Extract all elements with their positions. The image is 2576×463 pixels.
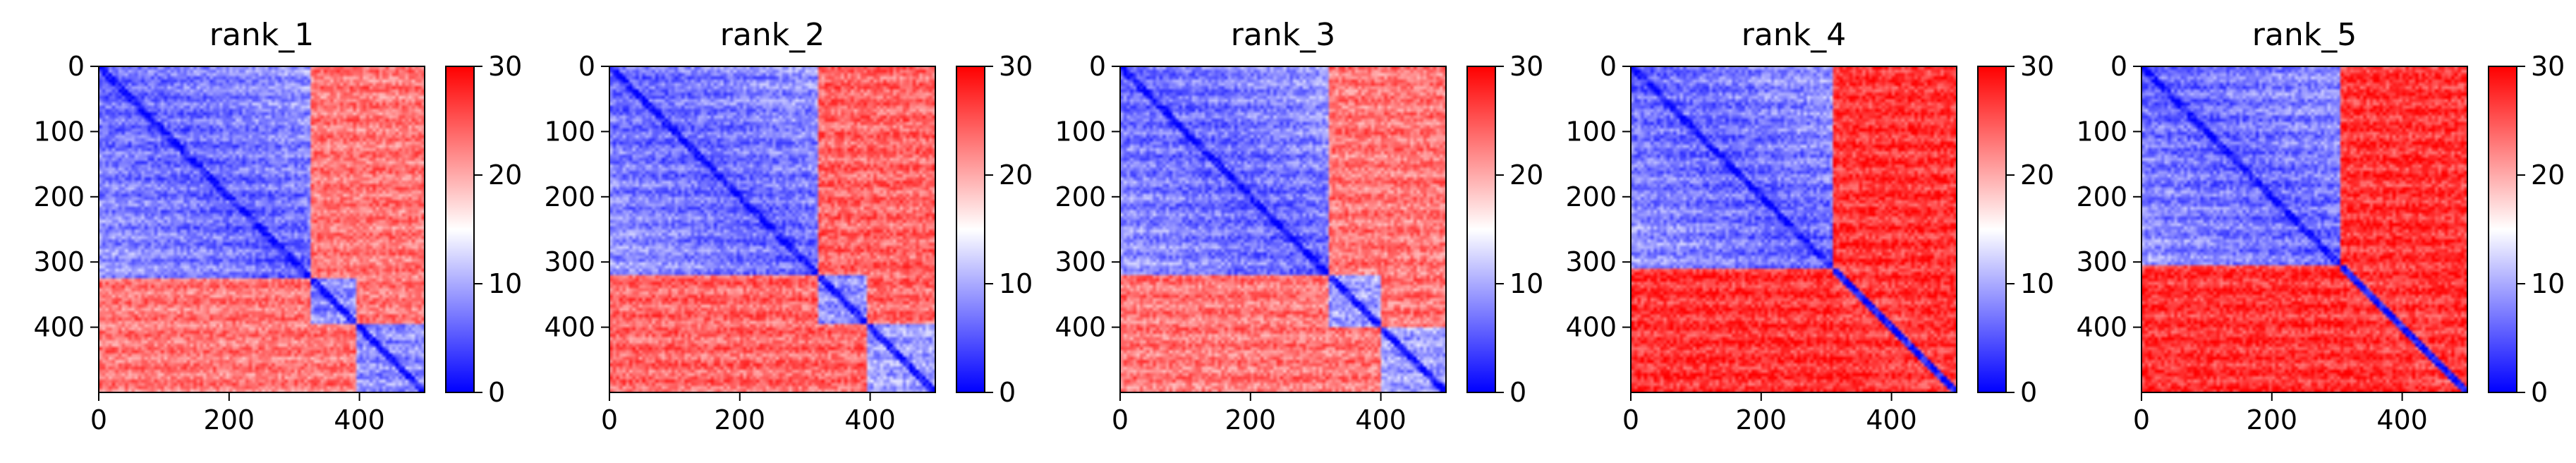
y-tick-label: 400 xyxy=(1055,312,1106,343)
x-tick-label: 400 xyxy=(334,404,385,435)
colorbar-tick-label: 10 xyxy=(2020,268,2054,299)
y-tick-label: 200 xyxy=(1055,181,1106,212)
colorbar-tick-label: 0 xyxy=(2531,377,2548,408)
colorbar-tick-label: 30 xyxy=(1509,51,1543,82)
x-tick-label: 0 xyxy=(90,404,107,435)
y-tick-label: 200 xyxy=(1565,181,1617,212)
axes-frame xyxy=(609,66,936,393)
y-tick-label: 400 xyxy=(544,312,595,343)
x-tick-label: 200 xyxy=(715,404,766,435)
x-tick-label: 200 xyxy=(204,404,255,435)
colorbar-tick-label: 20 xyxy=(2531,160,2565,191)
axes-frame xyxy=(1119,66,1447,393)
x-tick-label: 200 xyxy=(1736,404,1787,435)
panel-title: rank_4 xyxy=(1742,17,1846,53)
panel-5: rank_5 0 100 200 300 400 0 200 400 0 10 20 30 xyxy=(2076,17,2565,435)
colorbar-tick-label: 20 xyxy=(488,160,522,191)
colorbar-tick-label: 0 xyxy=(488,377,505,408)
x-tick-label: 400 xyxy=(844,404,896,435)
panel-title: rank_3 xyxy=(1231,17,1335,53)
colorbar-tick-label: 0 xyxy=(999,377,1016,408)
colorbar xyxy=(1466,66,1496,393)
x-tick-label: 200 xyxy=(2247,404,2298,435)
y-tick-label: 0 xyxy=(68,51,85,82)
panel-2: rank_2 0 100 200 300 400 0 200 400 0 10 20 30 xyxy=(544,17,1033,435)
x-tick-label: 400 xyxy=(2376,404,2428,435)
heatmap-image xyxy=(99,66,425,392)
panel-1: rank_1 0 100 200 300 400 0 200 400 0 10 20 30 xyxy=(33,17,522,435)
panel-3: rank_3 0 100 200 300 400 0 200 400 0 10 20 30 xyxy=(1055,17,1543,435)
y-tick-label: 100 xyxy=(544,116,595,147)
heatmap-image xyxy=(2141,66,2467,392)
panel-title: rank_2 xyxy=(720,17,825,53)
y-tick-label: 100 xyxy=(33,116,85,147)
y-tick-label: 0 xyxy=(578,51,595,82)
y-tick-label: 400 xyxy=(1565,312,1617,343)
y-tick-label: 200 xyxy=(544,181,595,212)
panel-4: rank_4 0 100 200 300 400 0 200 400 0 10 20 30 xyxy=(1565,17,2054,435)
panel-title: rank_1 xyxy=(209,17,314,53)
colorbar-tick-label: 10 xyxy=(1509,268,1543,299)
colorbar-tick-label: 30 xyxy=(999,51,1033,82)
axes-frame xyxy=(2141,66,2468,393)
colorbar xyxy=(445,66,475,393)
y-tick-label: 300 xyxy=(2076,246,2127,277)
x-tick-label: 0 xyxy=(601,404,618,435)
colorbar-tick-label: 10 xyxy=(488,268,522,299)
axes-frame xyxy=(1630,66,1957,393)
heatmap-image xyxy=(1631,66,1957,392)
panel-title: rank_5 xyxy=(2252,17,2357,53)
y-tick-label: 300 xyxy=(1055,246,1106,277)
x-tick-label: 200 xyxy=(1225,404,1277,435)
colorbar-tick-label: 30 xyxy=(2531,51,2565,82)
colorbar-tick-label: 30 xyxy=(488,51,522,82)
colorbar xyxy=(956,66,985,393)
colorbar-tick-label: 20 xyxy=(1509,160,1543,191)
colorbar xyxy=(1977,66,2007,393)
colorbar xyxy=(2488,66,2517,393)
y-tick-label: 400 xyxy=(33,312,85,343)
colorbar-tick-label: 30 xyxy=(2020,51,2054,82)
heatmap-image xyxy=(609,66,935,392)
y-tick-label: 200 xyxy=(2076,181,2127,212)
colorbar-tick-label: 20 xyxy=(2020,160,2054,191)
colorbar-tick-label: 10 xyxy=(2531,268,2565,299)
y-tick-label: 400 xyxy=(2076,312,2127,343)
y-tick-label: 0 xyxy=(2110,51,2127,82)
x-tick-label: 400 xyxy=(1355,404,1407,435)
colorbar-tick-label: 0 xyxy=(1509,377,1526,408)
colorbar-tick-label: 20 xyxy=(999,160,1033,191)
colorbar-tick-label: 10 xyxy=(999,268,1033,299)
y-tick-label: 0 xyxy=(1089,51,1106,82)
y-tick-label: 200 xyxy=(33,181,85,212)
x-tick-label: 400 xyxy=(1866,404,1917,435)
colorbar-tick-label: 0 xyxy=(2020,377,2037,408)
y-tick-label: 100 xyxy=(1565,116,1617,147)
y-tick-label: 300 xyxy=(544,246,595,277)
y-tick-label: 300 xyxy=(1565,246,1617,277)
y-tick-label: 0 xyxy=(1600,51,1617,82)
axes-frame xyxy=(98,66,425,393)
x-tick-label: 0 xyxy=(1112,404,1129,435)
x-tick-label: 0 xyxy=(2133,404,2150,435)
y-tick-label: 100 xyxy=(2076,116,2127,147)
x-tick-label: 0 xyxy=(1622,404,1639,435)
heatmap-image xyxy=(1120,66,1446,392)
y-tick-label: 100 xyxy=(1055,116,1106,147)
y-tick-label: 300 xyxy=(33,246,85,277)
